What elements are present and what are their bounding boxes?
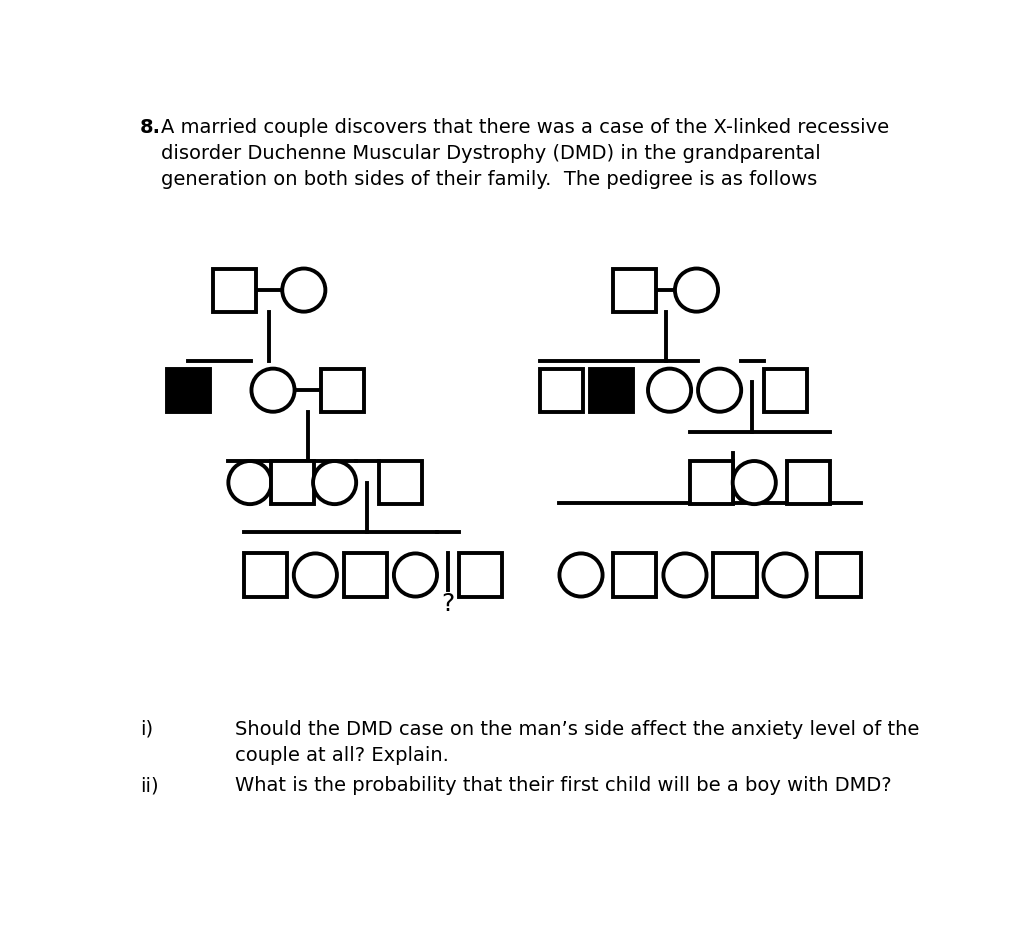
Text: i): i) — [140, 719, 153, 739]
Circle shape — [675, 270, 718, 313]
Bar — [167, 369, 210, 412]
Bar — [613, 554, 656, 597]
Bar — [817, 554, 860, 597]
Bar — [541, 369, 584, 412]
Bar — [244, 554, 287, 597]
Bar — [613, 270, 656, 313]
Circle shape — [664, 554, 707, 597]
Circle shape — [294, 554, 337, 597]
Bar — [690, 461, 733, 505]
Bar — [786, 461, 829, 505]
Bar — [321, 369, 364, 412]
Circle shape — [648, 369, 691, 412]
Bar — [344, 554, 387, 597]
Circle shape — [228, 461, 271, 505]
Text: Should the DMD case on the man’s side affect the anxiety level of the: Should the DMD case on the man’s side af… — [234, 719, 919, 739]
Bar — [270, 461, 313, 505]
Circle shape — [283, 270, 326, 313]
Text: What is the probability that their first child will be a boy with DMD?: What is the probability that their first… — [234, 775, 891, 795]
Text: disorder Duchenne Muscular Dystrophy (DMD) in the grandparental: disorder Duchenne Muscular Dystrophy (DM… — [162, 144, 821, 163]
Circle shape — [764, 554, 807, 597]
Circle shape — [698, 369, 741, 412]
Bar — [379, 461, 422, 505]
Text: couple at all? Explain.: couple at all? Explain. — [234, 745, 449, 765]
Text: generation on both sides of their family.  The pedigree is as follows: generation on both sides of their family… — [162, 170, 817, 189]
Circle shape — [733, 461, 776, 505]
Text: A married couple discovers that there was a case of the X-linked recessive: A married couple discovers that there wa… — [162, 118, 890, 137]
Text: 8.: 8. — [140, 118, 161, 137]
Bar — [714, 554, 757, 597]
Bar — [764, 369, 807, 412]
Circle shape — [394, 554, 437, 597]
Bar — [460, 554, 503, 597]
Text: ii): ii) — [140, 775, 159, 795]
Bar — [590, 369, 634, 412]
Circle shape — [559, 554, 602, 597]
Circle shape — [252, 369, 295, 412]
Bar — [213, 270, 256, 313]
Text: ?: ? — [441, 591, 455, 615]
Circle shape — [313, 461, 356, 505]
